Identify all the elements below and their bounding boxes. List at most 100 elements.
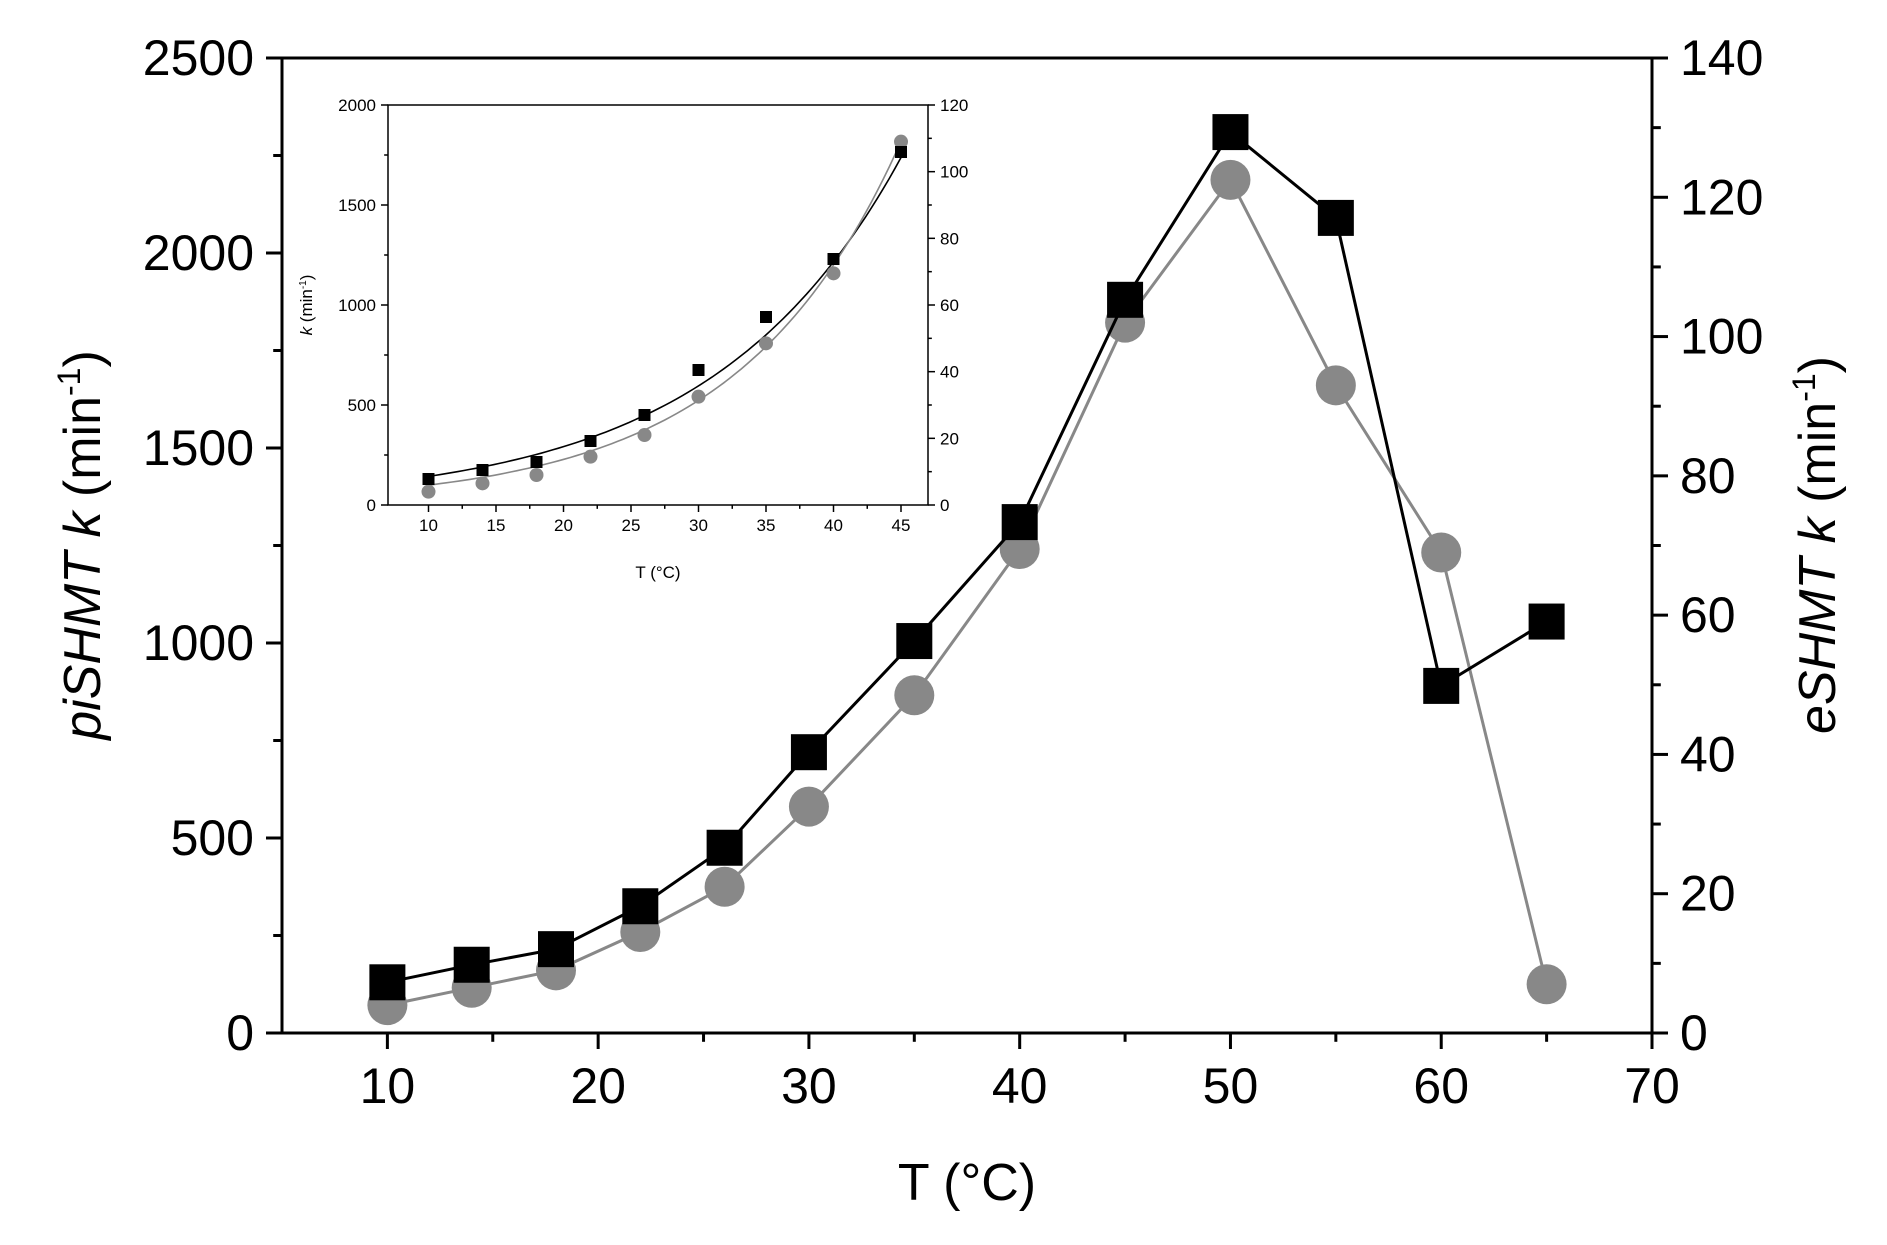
main-y-left-tick-label: 2500: [143, 30, 254, 86]
inset-y-right-tick-label: 20: [940, 429, 959, 448]
inset-y-right-tick-label: 60: [940, 296, 959, 315]
inset-plot: 10 15 20 25 30 35 40 45 0 500 1000 1500 2000 0 20 40 60 8…: [297, 96, 968, 582]
inset-fit-curve: [428, 157, 902, 478]
main-pishmt-point: [538, 931, 574, 968]
main-y-left-tick-label: 1000: [143, 615, 254, 671]
inset-x-tick-label: 10: [419, 516, 438, 535]
main-x-tick-label: 30: [781, 1058, 837, 1114]
inset-x-tick-label: 45: [892, 516, 911, 535]
inset-eshmt-point: [637, 428, 652, 442]
main-ticks: 10 20 30 40 50 60 7005001000150020002500020406…: [143, 30, 1764, 1114]
inset-ticks: 10 15 20 25 30 35 40 45 0 500 1000 1500 2000 0 20 40 60 8…: [338, 96, 968, 535]
main-y-right-tick-label: 80: [1680, 448, 1736, 504]
main-pishmt-point: [706, 829, 743, 866]
inset-y-axis-label: k (min-1): [297, 275, 316, 336]
main-y-right-label-sup: -1: [1786, 373, 1822, 401]
inset-pishmt-point: [760, 311, 772, 323]
inset-pishmt-point: [422, 473, 435, 485]
inset-y-label-close: ): [297, 275, 316, 281]
main-pishmt-point: [1001, 504, 1038, 541]
inset-y-right-tick-label: 120: [940, 96, 968, 115]
inset-eshmt-point: [583, 449, 598, 464]
main-plot: 10 20 30 40 50 60 7005001000150020002500020406…: [51, 30, 1847, 1212]
main-eshmt-point: [1315, 365, 1356, 406]
main-pishmt-point: [1212, 114, 1249, 151]
inset-eshmt-point: [894, 134, 908, 149]
inset-x-axis-label: T (°C): [635, 563, 680, 582]
inset-eshmt-point: [691, 389, 706, 404]
main-y-right-tick-label: 20: [1680, 866, 1736, 922]
inset-y-left-tick-label: 500: [348, 396, 376, 415]
main-series: [367, 114, 1567, 1026]
main-eshmt-point: [894, 675, 935, 716]
inset-y-left-tick-label: 0: [367, 496, 376, 515]
inset-eshmt-point: [529, 468, 544, 482]
inset-y-right-tick-label: 0: [940, 496, 949, 515]
main-eshmt-point: [788, 786, 829, 827]
main-y-left-label-sup: -1: [51, 368, 87, 396]
main-eshmt-point: [704, 866, 745, 907]
inset-y-right-tick-label: 80: [940, 229, 959, 248]
main-y-left-tick-label: 1500: [143, 420, 254, 476]
inset-x-tick-label: 20: [554, 516, 573, 535]
inset-eshmt-point: [826, 266, 841, 281]
main-pishmt-point: [622, 888, 659, 925]
main-y-right-label-unit: (min: [1789, 402, 1847, 518]
main-x-tick-label: 20: [570, 1058, 626, 1114]
main-x-tick-label: 70: [1624, 1058, 1680, 1114]
inset-y-left-tick-label: 1000: [338, 296, 376, 315]
main-y-left-tick-label: 500: [171, 810, 254, 866]
main-eshmt-point: [1526, 964, 1567, 1005]
main-pishmt-point: [790, 734, 827, 771]
inset-pishmt-point: [638, 409, 651, 421]
main-y-right-tick-label: 100: [1680, 309, 1763, 365]
inset-eshmt-point: [759, 336, 773, 351]
inset-pishmt-point: [530, 456, 543, 468]
main-x-tick-label: 50: [1203, 1058, 1259, 1114]
main-y-right-axis-label: eSHMT k (min-1): [1786, 356, 1847, 734]
main-x-tick-label: 10: [360, 1058, 416, 1114]
inset-y-right-tick-label: 100: [940, 163, 968, 182]
inset-pishmt-point: [895, 146, 907, 158]
main-pishmt-point: [369, 964, 406, 1001]
inset-pishmt-point: [692, 364, 705, 376]
inset-eshmt-point: [421, 484, 436, 499]
main-y-right-tick-label: 40: [1680, 726, 1736, 782]
inset-y-label-sup: -1: [298, 280, 309, 289]
inset-x-tick-label: 25: [622, 516, 641, 535]
main-y-right-tick-label: 140: [1680, 30, 1763, 86]
main-eshmt-point: [1210, 159, 1251, 200]
main-y-right-label-close: ): [1789, 356, 1847, 373]
main-pishmt-point: [1107, 281, 1144, 318]
main-pishmt-point: [1423, 667, 1460, 704]
main-x-tick-label: 60: [1413, 1058, 1469, 1114]
main-y-right-tick-label: 0: [1680, 1005, 1708, 1061]
inset-pishmt-point: [584, 435, 597, 447]
main-x-tick-label: 40: [992, 1058, 1048, 1114]
inset-x-tick-label: 15: [487, 516, 506, 535]
main-y-left-label-unit: (min: [54, 396, 112, 512]
main-pishmt-point: [453, 946, 490, 983]
main-y-left-axis-label: piSHMT k (min-1): [51, 350, 112, 742]
main-pishmt-point: [1528, 603, 1565, 640]
inset-x-tick-label: 35: [757, 516, 776, 535]
main-y-right-tick-label: 60: [1680, 587, 1736, 643]
inset-y-left-tick-label: 2000: [338, 96, 376, 115]
inset-background: [388, 105, 928, 505]
inset-series: [421, 134, 908, 499]
main-y-left-tick-label: 2000: [143, 225, 254, 281]
inset-pishmt-point: [827, 253, 840, 265]
inset-x-tick-label: 30: [689, 516, 708, 535]
main-y-right-tick-label: 120: [1680, 169, 1763, 225]
inset-eshmt-point: [475, 476, 490, 491]
inset-y-label-italic: k: [297, 325, 316, 335]
main-eshmt-point: [1421, 532, 1462, 573]
inset-y-label-unit: (min: [297, 289, 316, 327]
inset-y-left-tick-label: 1500: [338, 196, 376, 215]
inset-y-right-tick-label: 40: [940, 363, 959, 382]
main-x-axis-label: T (°C): [898, 1154, 1036, 1212]
inset-x-tick-label: 40: [824, 516, 843, 535]
main-pishmt-point: [1317, 199, 1354, 236]
main-y-left-tick-label: 0: [226, 1005, 254, 1061]
